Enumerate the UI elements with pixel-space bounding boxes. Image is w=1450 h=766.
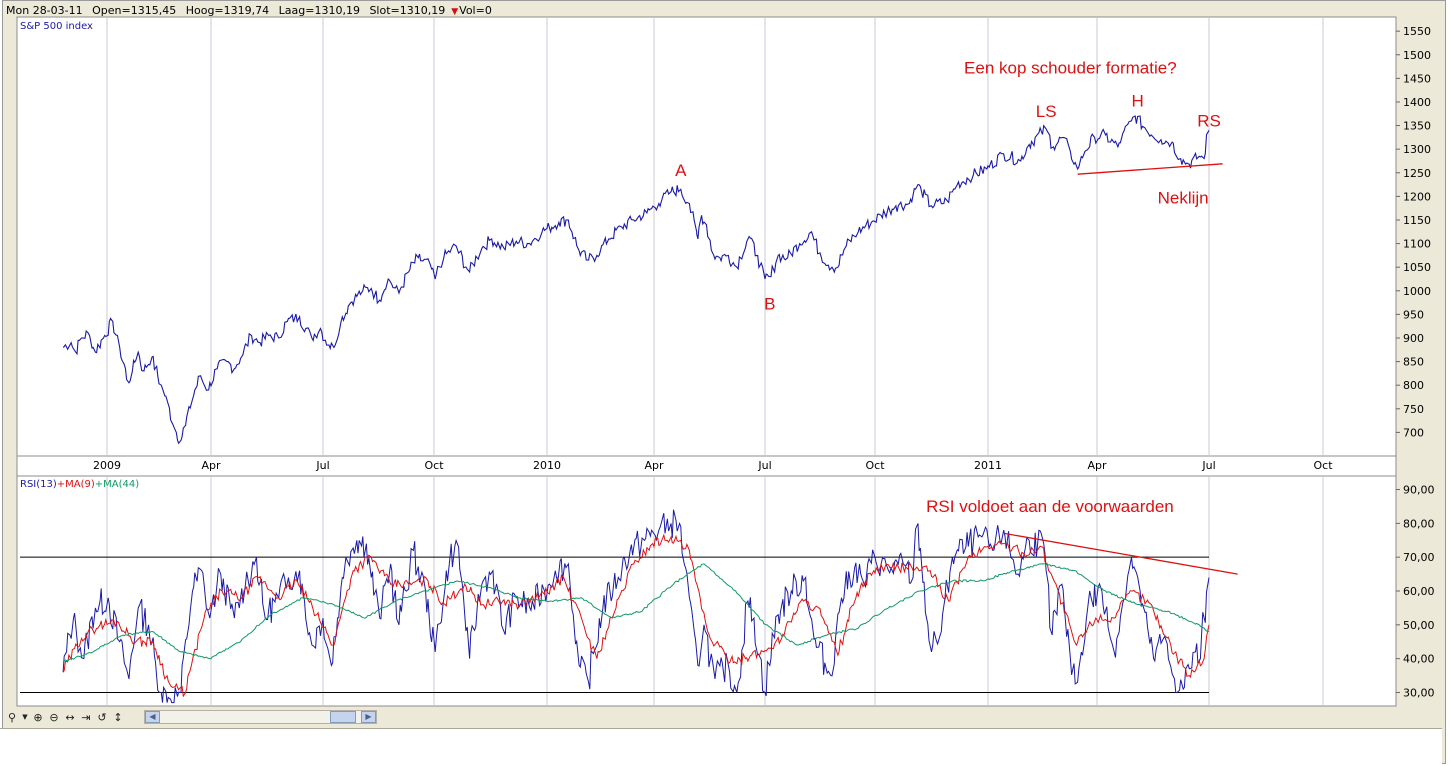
rsi-series-ma9 bbox=[62, 533, 1210, 698]
price-annotation: Neklijn bbox=[1158, 188, 1209, 207]
x-tick-label: Jul bbox=[315, 459, 329, 472]
x-tick-label: 2011 bbox=[974, 459, 1002, 472]
price-annotation: Een kop schouder formatie? bbox=[964, 59, 1177, 78]
price-panel bbox=[16, 16, 1397, 457]
price-y-tick-label: 750 bbox=[1403, 403, 1424, 416]
price-y-tick-label: 1000 bbox=[1403, 285, 1431, 298]
x-tick-label: Oct bbox=[865, 459, 885, 472]
price-annotation: B bbox=[764, 295, 775, 314]
price-y-tick-label: 1400 bbox=[1403, 96, 1431, 109]
x-tick-label: 2009 bbox=[93, 459, 121, 472]
price-y-tick-label: 1100 bbox=[1403, 238, 1431, 251]
neckline bbox=[1077, 163, 1223, 175]
rsi-y-tick-label: 60,00 bbox=[1403, 585, 1435, 598]
scrollbar-thumb[interactable] bbox=[330, 711, 356, 723]
price-y-tick-label: 800 bbox=[1403, 379, 1424, 392]
x-tick-label: Jul bbox=[1201, 459, 1215, 472]
rsi-y-tick-label: 40,00 bbox=[1403, 653, 1435, 666]
price-y-tick-label: 1300 bbox=[1403, 143, 1431, 156]
reset-view-icon[interactable]: ↺ bbox=[97, 710, 107, 724]
info-low: Laag=1310,19 bbox=[278, 4, 360, 17]
price-chart-title: S&P 500 index bbox=[20, 21, 93, 32]
price-y-tick-label: 1350 bbox=[1403, 120, 1431, 133]
x-tick-label: Jul bbox=[757, 459, 771, 472]
x-tick-label: Apr bbox=[201, 459, 221, 472]
info-close: Slot=1310,19 bbox=[369, 4, 446, 17]
time-scrollbar[interactable]: ◀ ▶ bbox=[144, 710, 377, 724]
price-y-tick-label: 900 bbox=[1403, 332, 1424, 345]
x-tick-label: Oct bbox=[424, 459, 444, 472]
status-area bbox=[0, 728, 1442, 764]
down-arrow-icon: ▼ bbox=[451, 7, 459, 17]
price-series-line bbox=[62, 115, 1210, 445]
price-annotation: RS bbox=[1197, 112, 1221, 131]
fit-end-icon[interactable]: ⇥ bbox=[81, 710, 91, 724]
price-annotation: H bbox=[1131, 92, 1143, 111]
x-tick-label: Apr bbox=[644, 459, 664, 472]
price-y-tick-label: 850 bbox=[1403, 356, 1424, 369]
price-y-tick-label: 950 bbox=[1403, 308, 1424, 321]
rsi-panel bbox=[16, 475, 1397, 707]
rsi-y-tick-label: 50,00 bbox=[1403, 619, 1435, 632]
x-tick-label: 2010 bbox=[533, 459, 561, 472]
price-y-tick-label: 1150 bbox=[1403, 214, 1431, 227]
rsi-series-ma44 bbox=[62, 563, 1210, 663]
info-volume: Vol=0 bbox=[459, 4, 492, 17]
info-open: Open=1315,45 bbox=[92, 4, 177, 17]
zoom-in-icon[interactable]: ⊕ bbox=[33, 710, 43, 724]
rsi-legend-item: +MA(44) bbox=[95, 479, 139, 490]
price-y-tick-label: 1500 bbox=[1403, 49, 1431, 62]
scroll-right-icon[interactable]: ▶ bbox=[361, 711, 376, 723]
ohlc-info-bar: Mon 28-03-11 Open=1315,45 Hoog=1319,74 L… bbox=[6, 2, 1446, 19]
scale-vertical-icon[interactable]: ↕ bbox=[113, 710, 123, 724]
price-annotation: LS bbox=[1036, 102, 1057, 121]
price-y-tick-label: 1050 bbox=[1403, 261, 1431, 274]
x-tick-label: Apr bbox=[1087, 459, 1107, 472]
price-y-tick-label: 1550 bbox=[1403, 25, 1431, 38]
zoom-out-icon[interactable]: ⊖ bbox=[49, 710, 59, 724]
dropdown-arrow-icon[interactable]: ▼ bbox=[22, 713, 28, 721]
zoom-menu-icon[interactable]: ⚲ bbox=[7, 710, 17, 724]
info-high: Hoog=1319,74 bbox=[185, 4, 270, 17]
x-tick-label: Oct bbox=[1313, 459, 1333, 472]
price-y-tick-label: 1200 bbox=[1403, 190, 1431, 203]
rsi-legend-item: RSI(13) bbox=[20, 479, 57, 490]
rsi-y-tick-label: 90,00 bbox=[1403, 484, 1435, 497]
rsi-legend-item: +MA(9) bbox=[57, 479, 95, 490]
price-y-tick-label: 700 bbox=[1403, 426, 1424, 439]
chart-toolbar: ⚲ ▼ ⊕ ⊖ ↔ ⇥ ↺ ↕ bbox=[4, 709, 384, 725]
pan-horizontal-icon[interactable]: ↔ bbox=[65, 710, 75, 724]
rsi-annotation: RSI voldoet aan de voorwaarden bbox=[926, 497, 1174, 516]
x-axis-strip bbox=[16, 455, 1397, 477]
rsi-y-tick-label: 80,00 bbox=[1403, 517, 1435, 530]
scroll-left-icon[interactable]: ◀ bbox=[145, 711, 160, 723]
rsi-y-tick-label: 30,00 bbox=[1403, 686, 1435, 699]
rsi-trendline bbox=[1004, 532, 1238, 575]
rsi-legend: RSI(13)+MA(9)+MA(44) bbox=[20, 479, 139, 490]
price-annotation: A bbox=[675, 161, 687, 180]
info-date: Mon 28-03-11 bbox=[6, 4, 83, 17]
rsi-y-tick-label: 70,00 bbox=[1403, 551, 1435, 564]
price-y-tick-label: 1250 bbox=[1403, 167, 1431, 180]
price-y-tick-label: 1450 bbox=[1403, 72, 1431, 85]
